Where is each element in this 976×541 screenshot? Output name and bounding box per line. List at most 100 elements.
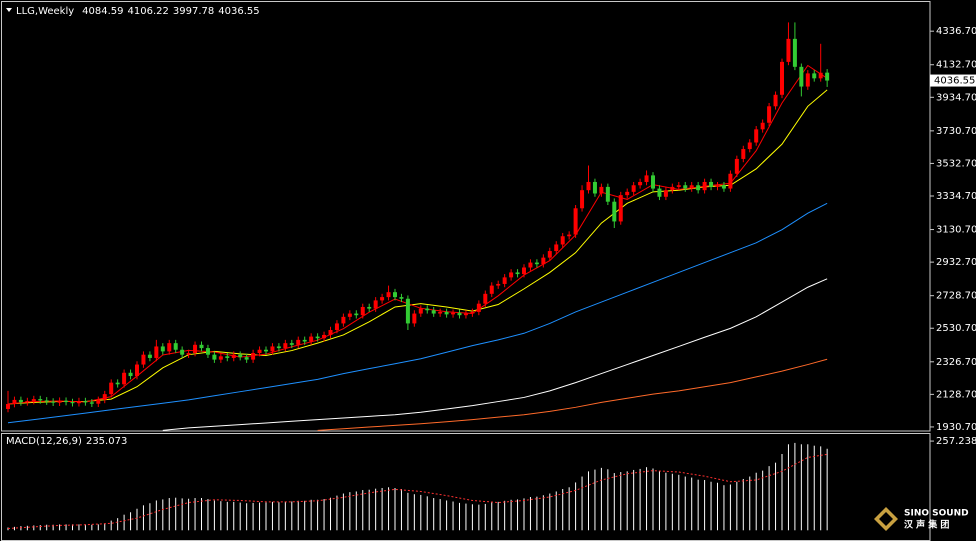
candle-body bbox=[728, 173, 733, 189]
moving-average-line bbox=[7, 89, 828, 405]
candle-body bbox=[599, 186, 604, 194]
candle-body bbox=[412, 313, 417, 324]
candle-body bbox=[522, 267, 526, 275]
candle-body bbox=[231, 354, 236, 358]
candle-body bbox=[167, 343, 172, 352]
candle-body bbox=[767, 106, 772, 123]
y-tick-label: 3334.70 bbox=[936, 191, 976, 202]
macd-panel bbox=[7, 442, 828, 531]
candle-body bbox=[186, 353, 191, 355]
header-high: 4106.22 bbox=[128, 6, 169, 17]
candle-body bbox=[657, 188, 662, 197]
candle-body bbox=[283, 343, 288, 349]
chart-title: LLG,Weekly bbox=[16, 6, 74, 17]
candle-body bbox=[70, 402, 75, 404]
candle-body bbox=[399, 297, 404, 299]
candle-body bbox=[573, 208, 578, 235]
current-price-label: 4036.55 bbox=[934, 76, 975, 87]
candle-body bbox=[83, 401, 88, 403]
candle-body bbox=[451, 312, 456, 315]
candle-body bbox=[515, 272, 520, 275]
candle-body bbox=[18, 399, 23, 403]
logo-name: SINO SOUND bbox=[904, 509, 969, 519]
candle-body bbox=[180, 349, 185, 355]
y-tick-label: 2326.70 bbox=[936, 357, 976, 368]
current-price-box bbox=[930, 74, 976, 87]
candle-body bbox=[347, 313, 352, 317]
candle-body bbox=[109, 382, 114, 395]
candle-body bbox=[502, 277, 507, 284]
candle-body bbox=[38, 399, 43, 401]
macd-value: 235.073 bbox=[86, 436, 127, 447]
candle-body bbox=[6, 404, 10, 409]
candle-body bbox=[135, 364, 139, 377]
candle-body bbox=[818, 72, 823, 79]
candle-body bbox=[51, 401, 56, 403]
y-tick-label: 4336.70 bbox=[936, 26, 976, 37]
candle-body bbox=[244, 357, 249, 360]
candle-body bbox=[380, 297, 385, 301]
candle-body bbox=[696, 185, 701, 191]
candle-body bbox=[683, 185, 688, 189]
y-tick-label: 2932.70 bbox=[936, 257, 976, 268]
y-tick-label: 2128.70 bbox=[936, 389, 976, 400]
candle-body bbox=[122, 372, 127, 385]
candle-body bbox=[64, 400, 69, 403]
candle-body bbox=[57, 400, 62, 403]
candle-body bbox=[825, 72, 830, 81]
candle-body bbox=[360, 306, 365, 316]
candle-body bbox=[276, 346, 281, 349]
candle-body bbox=[560, 236, 565, 245]
candle-body bbox=[638, 181, 643, 186]
candle-body bbox=[76, 401, 81, 404]
header-open: 4084.59 bbox=[82, 6, 123, 17]
y-tick-label: 257.238 bbox=[936, 436, 976, 447]
candle-body bbox=[309, 336, 314, 342]
candle-body bbox=[205, 348, 210, 355]
candle-body bbox=[444, 311, 449, 315]
price-axis: 1930.70 2128.70 2326.70 2530.70 2728.70 2932.… bbox=[930, 26, 976, 447]
main-panel-frame bbox=[1, 1, 931, 432]
candle-body bbox=[173, 343, 178, 350]
candle-body bbox=[457, 312, 462, 316]
candle-body bbox=[115, 382, 120, 385]
candle-body bbox=[489, 285, 494, 294]
candle-body bbox=[322, 334, 327, 339]
y-tick-label: 2728.70 bbox=[936, 291, 976, 302]
candle-body bbox=[302, 339, 307, 342]
y-tick-label: 3730.70 bbox=[936, 126, 976, 137]
logo-subtitle: 汉 声 集 团 bbox=[904, 519, 949, 531]
candle-body bbox=[644, 175, 649, 182]
candle-body bbox=[586, 181, 591, 191]
candle-body bbox=[328, 330, 333, 335]
candle-body bbox=[264, 349, 268, 352]
logo: SINO SOUND 汉 声 集 团 bbox=[874, 507, 969, 531]
price-panel bbox=[6, 22, 830, 431]
candle-body bbox=[289, 343, 294, 345]
candle-body bbox=[367, 306, 372, 309]
candle-body bbox=[405, 298, 410, 324]
candle-body bbox=[760, 122, 765, 130]
candle-body bbox=[96, 399, 101, 404]
candle-body bbox=[199, 344, 204, 349]
candle-body bbox=[625, 191, 630, 196]
candle-body bbox=[418, 308, 423, 314]
candle-body bbox=[147, 354, 152, 358]
candle-body bbox=[141, 354, 146, 365]
candle-body bbox=[373, 300, 378, 309]
candle-body bbox=[386, 292, 391, 298]
candle-body bbox=[496, 283, 501, 286]
candle-body bbox=[741, 149, 746, 159]
candle-body bbox=[257, 349, 262, 354]
candle-body bbox=[89, 402, 94, 404]
candle-body bbox=[238, 354, 243, 358]
candle-body bbox=[651, 175, 655, 189]
y-tick-label: 4132.70 bbox=[936, 60, 976, 71]
candle-body bbox=[425, 308, 430, 311]
candle-body bbox=[715, 185, 720, 187]
candle-body bbox=[12, 399, 17, 405]
candle-body bbox=[160, 346, 165, 352]
candle-body bbox=[270, 346, 275, 352]
y-tick-label: 1930.70 bbox=[936, 422, 976, 433]
